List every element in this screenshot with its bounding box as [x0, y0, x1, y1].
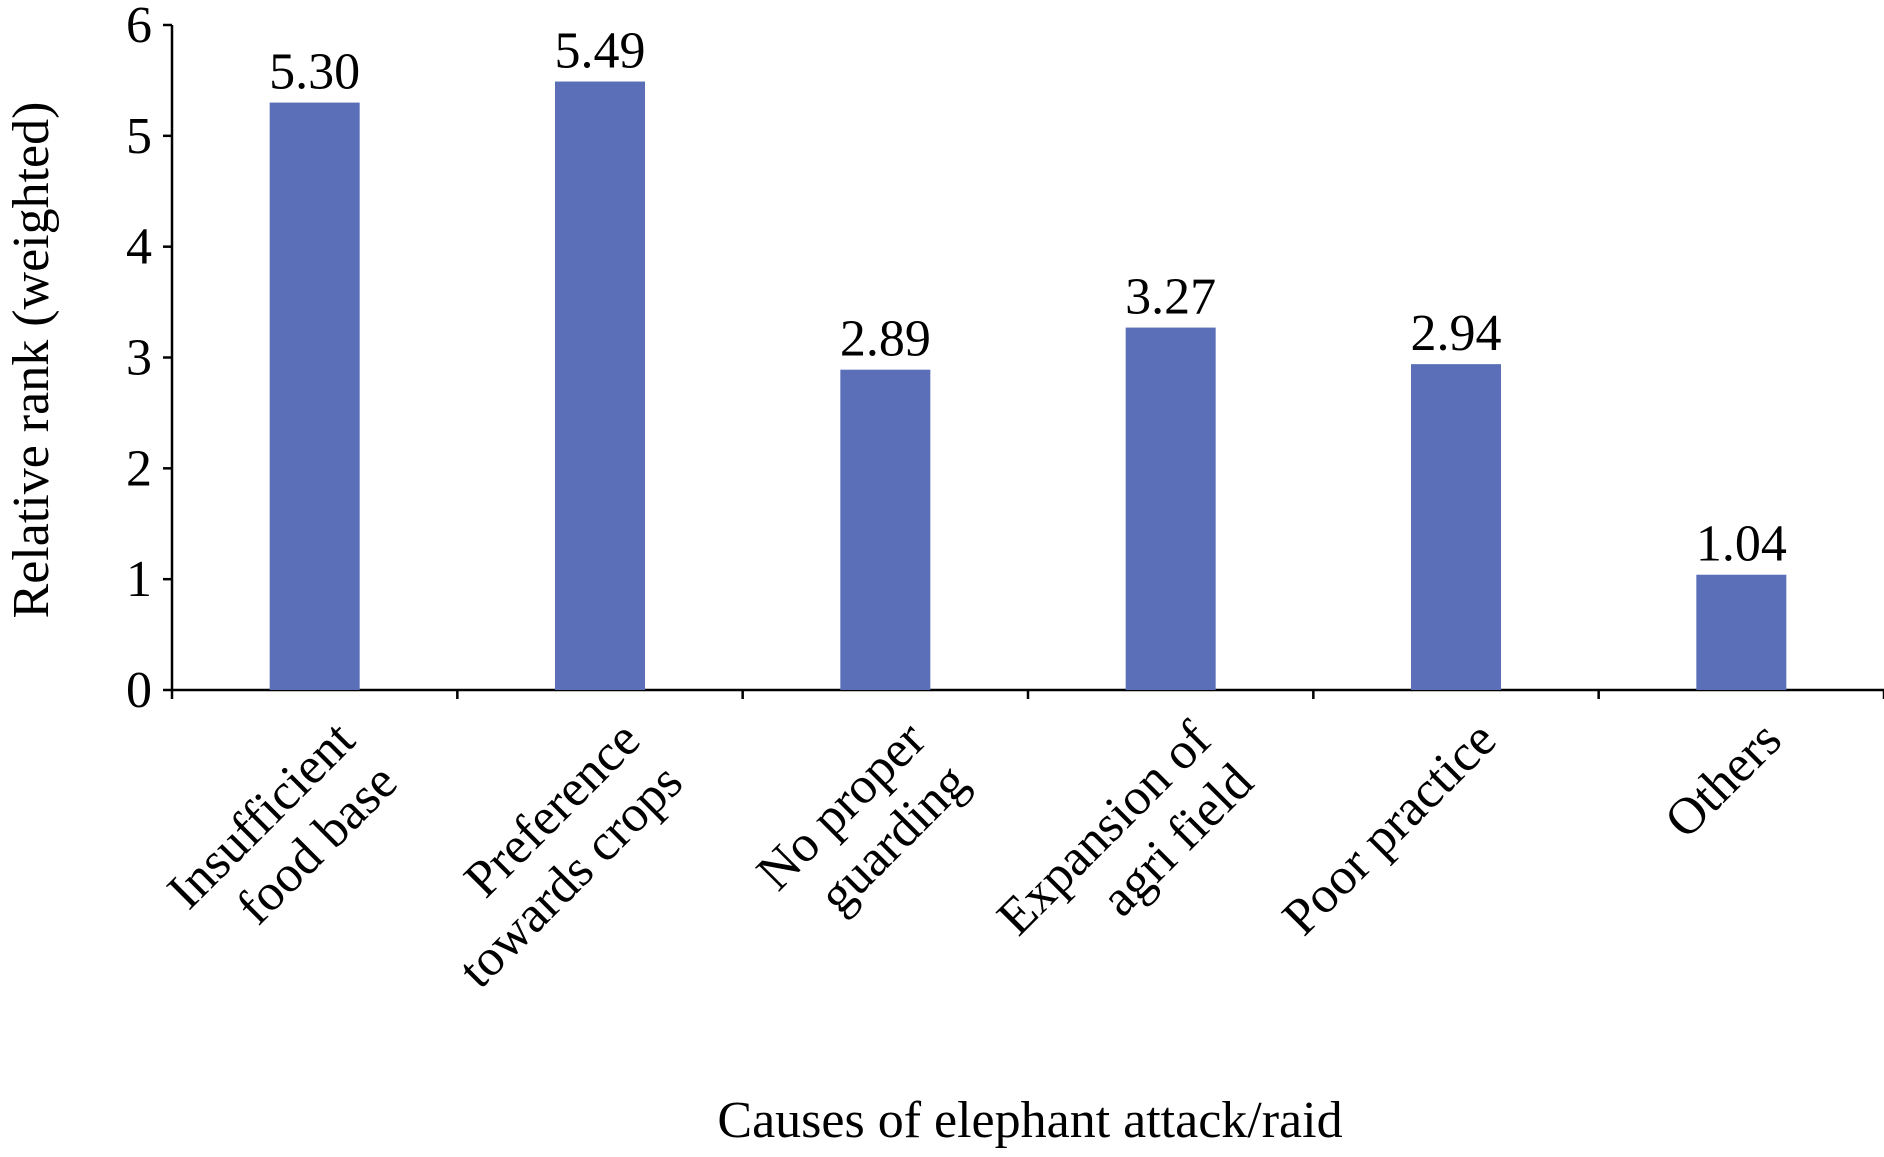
category-label: Poor practice	[1272, 711, 1507, 946]
data-label: 2.89	[840, 311, 931, 368]
axes: 0 1 2 3 4 5 6	[126, 0, 1884, 719]
data-label: 3.27	[1125, 269, 1216, 326]
y-tick-label: 5	[126, 108, 152, 165]
category-label-line: Poor practice	[1272, 711, 1507, 946]
category-label-line: Others	[1654, 711, 1792, 849]
y-tick-label: 4	[126, 219, 152, 276]
bar	[269, 102, 360, 691]
y-axis-title: Relative rank (weighted)	[3, 102, 60, 619]
y-tick-label: 6	[126, 0, 152, 54]
y-tick-label: 0	[126, 662, 152, 719]
category-label: Others	[1654, 711, 1792, 849]
data-label: 5.30	[269, 44, 360, 101]
bar	[1125, 327, 1216, 690]
bar	[1696, 574, 1787, 690]
y-tick-label: 2	[126, 440, 152, 497]
bar	[1411, 364, 1501, 690]
bar	[555, 81, 645, 690]
data-label: 2.94	[1411, 305, 1502, 362]
y-tick-label: 1	[126, 551, 152, 608]
data-label: 1.04	[1696, 516, 1787, 573]
data-label: 5.49	[555, 23, 646, 80]
x-axis-title: Causes of elephant attack/raid	[717, 1092, 1342, 1149]
bar	[840, 369, 931, 690]
bars	[269, 81, 1787, 691]
y-tick-label: 3	[126, 330, 152, 387]
